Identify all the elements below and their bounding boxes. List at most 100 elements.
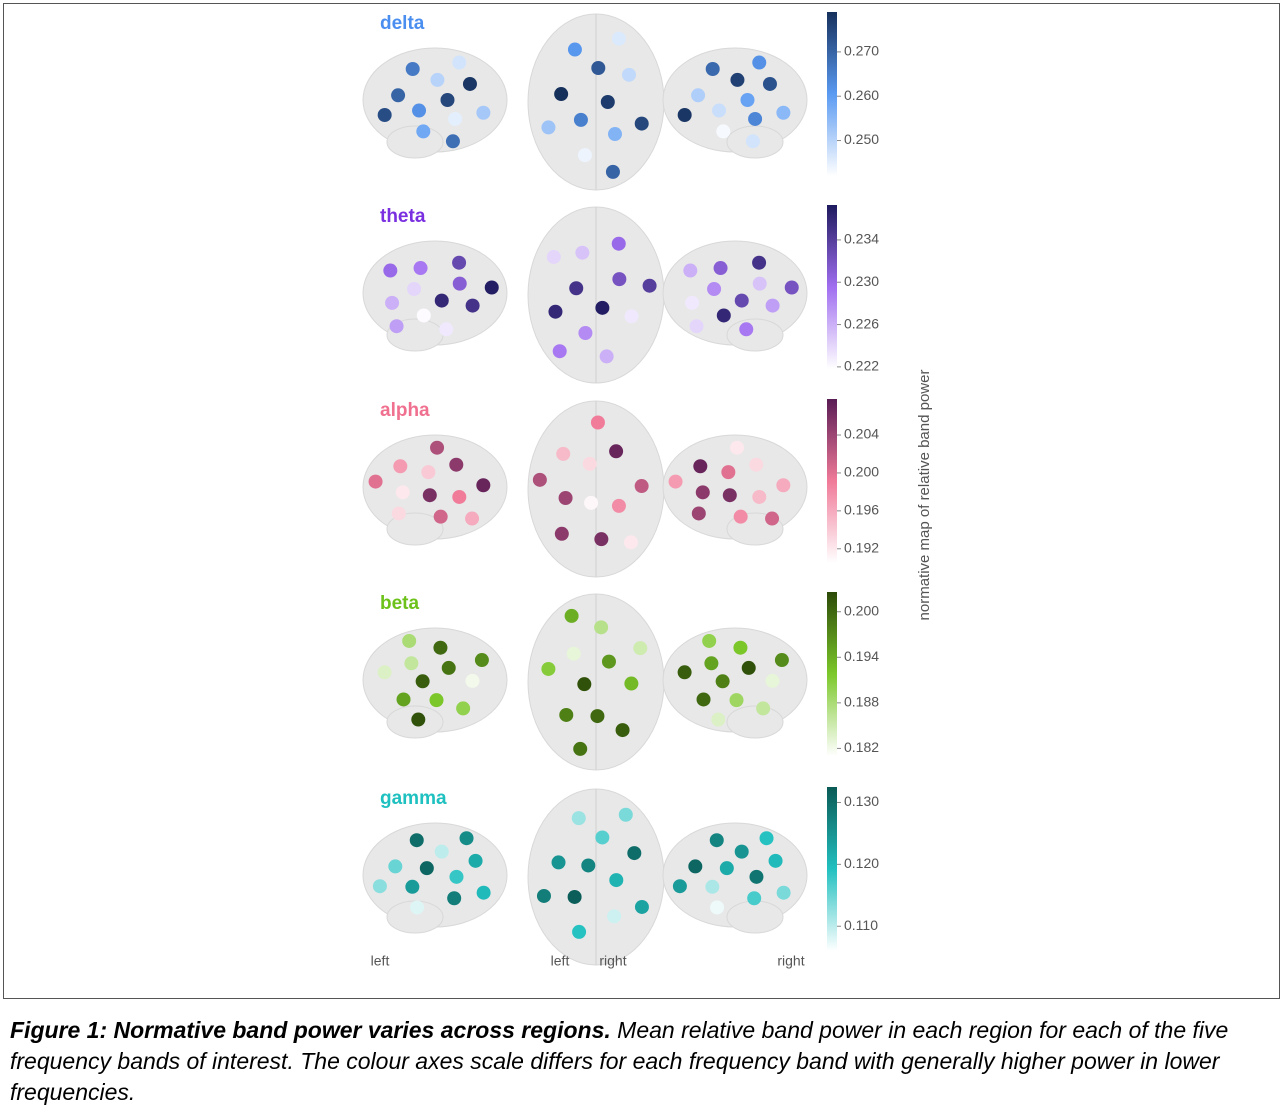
region-dot bbox=[707, 282, 721, 296]
region-dot bbox=[775, 653, 789, 667]
region-dot bbox=[624, 535, 638, 549]
region-dot bbox=[748, 112, 762, 126]
region-dot bbox=[447, 891, 461, 905]
region-dot bbox=[606, 165, 620, 179]
band-label: alpha bbox=[380, 400, 430, 421]
region-dot bbox=[410, 833, 424, 847]
region-dot bbox=[559, 708, 573, 722]
colorbar-tick-label: 0.200 bbox=[844, 464, 879, 480]
region-dot bbox=[608, 127, 622, 141]
caption-title: Figure 1: Normative band power varies ac… bbox=[10, 1017, 611, 1043]
region-dot bbox=[678, 665, 692, 679]
region-dot bbox=[439, 322, 453, 336]
region-dot bbox=[456, 701, 470, 715]
region-dot bbox=[643, 279, 657, 293]
colorbar-tick-label: 0.130 bbox=[844, 793, 879, 809]
region-dot bbox=[635, 479, 649, 493]
region-dot bbox=[552, 855, 566, 869]
region-dot bbox=[777, 886, 791, 900]
region-dot bbox=[710, 833, 724, 847]
region-dot bbox=[567, 647, 581, 661]
region-dot bbox=[590, 709, 604, 723]
region-dot bbox=[435, 294, 449, 308]
region-dot bbox=[607, 909, 621, 923]
region-dot bbox=[688, 859, 702, 873]
band-label: theta bbox=[380, 206, 426, 227]
colorbar bbox=[827, 592, 837, 756]
region-dot bbox=[635, 900, 649, 914]
caption: Figure 1: Normative band power varies ac… bbox=[10, 1015, 1275, 1108]
region-dot bbox=[393, 459, 407, 473]
region-dot bbox=[565, 609, 579, 623]
colorbar bbox=[827, 787, 837, 951]
region-dot bbox=[730, 693, 744, 707]
region-dot bbox=[752, 256, 766, 270]
region-dot bbox=[453, 277, 467, 291]
region-dot bbox=[553, 344, 567, 358]
region-dot bbox=[673, 879, 687, 893]
region-dot bbox=[710, 900, 724, 914]
region-dot bbox=[685, 296, 699, 310]
region-dot bbox=[766, 299, 780, 313]
page: {"figure": { "panels": [ {"band": "delta… bbox=[0, 0, 1285, 1112]
region-dot bbox=[388, 859, 402, 873]
region-dot bbox=[406, 62, 420, 76]
colorbar-tick-label: 0.270 bbox=[844, 43, 879, 59]
region-dot bbox=[612, 32, 626, 46]
region-dot bbox=[669, 475, 683, 489]
colorbar-tick-label: 0.188 bbox=[844, 694, 879, 710]
region-dot bbox=[696, 485, 710, 499]
region-dot bbox=[747, 891, 761, 905]
region-dot bbox=[763, 77, 777, 91]
region-dot bbox=[584, 496, 598, 510]
region-dot bbox=[475, 653, 489, 667]
region-dot bbox=[541, 662, 555, 676]
region-dot bbox=[600, 349, 614, 363]
region-dot bbox=[396, 485, 410, 499]
figure: delta0.2700.2600.250theta0.2340.2300.226… bbox=[0, 0, 1285, 1000]
region-dot bbox=[742, 661, 756, 675]
colorbar-tick-label: 0.260 bbox=[844, 87, 879, 103]
region-dot bbox=[622, 68, 636, 82]
colorbar bbox=[827, 12, 837, 176]
colorbar-tick-label: 0.234 bbox=[844, 231, 879, 247]
region-dot bbox=[416, 674, 430, 688]
colorbar-tick-label: 0.222 bbox=[844, 358, 879, 374]
region-dot bbox=[440, 93, 454, 107]
region-dot bbox=[369, 475, 383, 489]
region-dot bbox=[578, 326, 592, 340]
colorbar-tick-label: 0.120 bbox=[844, 855, 879, 871]
region-dot bbox=[627, 846, 641, 860]
region-dot bbox=[704, 656, 718, 670]
region-dot bbox=[533, 473, 547, 487]
region-dot bbox=[397, 692, 411, 706]
region-dot bbox=[776, 478, 790, 492]
region-dot bbox=[420, 861, 434, 875]
view-label: right bbox=[599, 953, 626, 969]
band-panel: delta0.2700.2600.250 bbox=[363, 12, 879, 190]
region-dot bbox=[720, 861, 734, 875]
region-dot bbox=[469, 854, 483, 868]
region-dot bbox=[765, 512, 779, 526]
region-dot bbox=[476, 478, 490, 492]
region-dot bbox=[735, 294, 749, 308]
region-dot bbox=[756, 701, 770, 715]
region-dot bbox=[411, 713, 425, 727]
cerebellum-outline bbox=[727, 901, 783, 933]
region-dot bbox=[705, 880, 719, 894]
region-dot bbox=[602, 655, 616, 669]
colorbar-tick-label: 0.196 bbox=[844, 502, 879, 518]
region-dot bbox=[692, 506, 706, 520]
colorbar bbox=[827, 205, 837, 369]
region-dot bbox=[753, 277, 767, 291]
cerebellum-outline bbox=[387, 126, 443, 158]
region-dot bbox=[711, 713, 725, 727]
region-dot bbox=[568, 890, 582, 904]
region-dot bbox=[716, 674, 730, 688]
region-dot bbox=[706, 62, 720, 76]
region-dot bbox=[421, 465, 435, 479]
region-dot bbox=[554, 87, 568, 101]
region-dot bbox=[595, 301, 609, 315]
region-dot bbox=[466, 299, 480, 313]
